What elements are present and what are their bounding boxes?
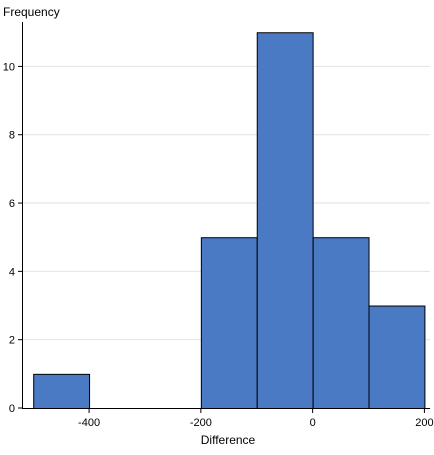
x-axis-title: Difference [201,433,256,447]
y-axis-title: Frequency [3,5,60,19]
axis-layer: 0 2 4 6 8 10 -400 -200 0 200 [3,22,434,429]
bar-layer [33,32,426,409]
histogram-bar [256,32,314,409]
histogram-bar [312,237,370,409]
x-tick-label: 0 [310,417,316,429]
y-tick-label: 10 [3,61,15,73]
y-tick-label: 8 [9,130,15,142]
histogram-bar [200,237,258,409]
histogram-bar [368,305,426,409]
x-tick-label: -400 [78,417,100,429]
x-tick-label: -200 [190,417,212,429]
y-tick-label: 2 [9,335,15,347]
y-tick-label: 4 [9,266,15,278]
y-tick-label: 6 [9,198,15,210]
histogram-bar [33,373,91,409]
x-tick-label: 200 [415,417,433,429]
y-tick-label: 0 [9,403,15,415]
